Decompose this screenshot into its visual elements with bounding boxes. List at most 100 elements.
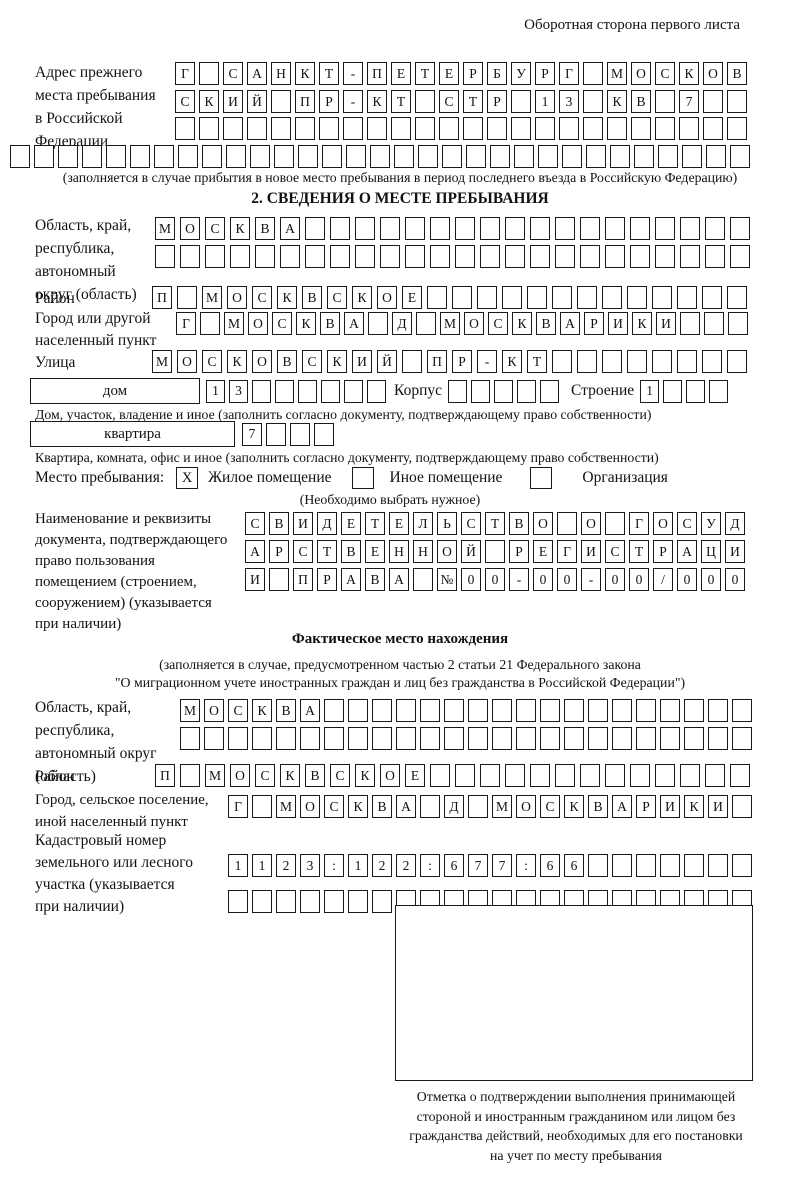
char-cell[interactable]: А — [344, 312, 364, 335]
char-cell[interactable]: М — [205, 764, 225, 787]
char-cell[interactable] — [588, 854, 608, 877]
char-cell[interactable] — [494, 379, 513, 403]
char-cell[interactable] — [706, 145, 726, 168]
char-cell[interactable]: 0 — [701, 568, 721, 591]
char-cell[interactable]: Р — [487, 90, 507, 113]
char-cell[interactable] — [319, 117, 339, 140]
char-cell[interactable] — [655, 117, 675, 140]
char-cell[interactable] — [442, 145, 462, 168]
char-cell[interactable]: С — [655, 62, 675, 85]
char-cell[interactable] — [348, 890, 368, 913]
char-cell[interactable] — [583, 62, 603, 85]
char-cell[interactable] — [413, 568, 433, 591]
char-cell[interactable]: К — [280, 764, 300, 787]
char-cell[interactable] — [552, 350, 572, 373]
char-cell[interactable] — [199, 117, 219, 140]
char-cell[interactable]: В — [276, 699, 296, 722]
char-cell[interactable] — [527, 286, 547, 309]
char-cell[interactable] — [564, 699, 584, 722]
char-cell[interactable]: С — [439, 90, 459, 113]
char-cell[interactable] — [516, 727, 536, 750]
char-cell[interactable] — [555, 245, 575, 268]
char-cell[interactable] — [505, 764, 525, 787]
char-cell[interactable]: И — [660, 795, 680, 818]
char-cell[interactable] — [271, 90, 291, 113]
char-cell[interactable]: 7 — [492, 854, 512, 877]
char-cell[interactable] — [492, 699, 512, 722]
char-cell[interactable]: Т — [463, 90, 483, 113]
char-cell[interactable]: Т — [365, 512, 385, 535]
char-cell[interactable] — [391, 117, 411, 140]
char-cell[interactable] — [370, 145, 390, 168]
char-cell[interactable] — [538, 145, 558, 168]
char-cell[interactable]: К — [252, 699, 272, 722]
char-cell[interactable] — [680, 312, 700, 335]
char-cell[interactable] — [516, 699, 536, 722]
char-cell[interactable] — [269, 568, 289, 591]
char-cell[interactable] — [487, 117, 507, 140]
char-cell[interactable] — [660, 727, 680, 750]
char-cell[interactable] — [271, 117, 291, 140]
char-cell[interactable]: О — [380, 764, 400, 787]
char-cell[interactable]: С — [302, 350, 322, 373]
char-cell[interactable] — [180, 727, 200, 750]
char-cell[interactable] — [154, 145, 174, 168]
char-cell[interactable]: К — [296, 312, 316, 335]
char-cell[interactable]: 2 — [372, 854, 392, 877]
char-cell[interactable] — [514, 145, 534, 168]
char-cell[interactable] — [298, 379, 317, 403]
char-cell[interactable]: И — [293, 512, 313, 535]
char-cell[interactable] — [682, 145, 702, 168]
char-cell[interactable] — [705, 217, 725, 240]
char-cell[interactable]: Т — [391, 90, 411, 113]
char-cell[interactable]: С — [324, 795, 344, 818]
char-cell[interactable]: Г — [557, 540, 577, 563]
char-cell[interactable] — [605, 512, 625, 535]
char-cell[interactable] — [610, 145, 630, 168]
char-cell[interactable]: Е — [365, 540, 385, 563]
char-cell[interactable] — [324, 727, 344, 750]
char-cell[interactable] — [517, 379, 536, 403]
char-cell[interactable]: В — [302, 286, 322, 309]
char-cell[interactable]: Т — [527, 350, 547, 373]
char-cell[interactable] — [82, 145, 102, 168]
char-cell[interactable]: П — [152, 286, 172, 309]
char-cell[interactable] — [394, 145, 414, 168]
char-cell[interactable] — [448, 379, 467, 403]
char-cell[interactable]: Е — [389, 512, 409, 535]
char-cell[interactable] — [205, 245, 225, 268]
char-cell[interactable] — [300, 890, 320, 913]
char-cell[interactable] — [276, 890, 296, 913]
char-cell[interactable] — [708, 699, 728, 722]
char-cell[interactable] — [455, 764, 475, 787]
char-cell[interactable] — [580, 245, 600, 268]
char-cell[interactable]: А — [396, 795, 416, 818]
char-cell[interactable] — [252, 727, 272, 750]
char-cell[interactable] — [452, 286, 472, 309]
char-cell[interactable] — [732, 854, 752, 877]
char-cell[interactable]: И — [656, 312, 676, 335]
char-cell[interactable] — [732, 699, 752, 722]
char-cell[interactable]: 1 — [228, 854, 248, 877]
char-cell[interactable] — [607, 117, 627, 140]
checkbox-zhiloe-pomeshchenie[interactable]: X — [176, 467, 199, 489]
char-cell[interactable]: М — [607, 62, 627, 85]
char-cell[interactable]: В — [277, 350, 297, 373]
char-cell[interactable] — [480, 217, 500, 240]
char-cell[interactable]: Е — [391, 62, 411, 85]
char-cell[interactable] — [703, 90, 723, 113]
char-cell[interactable]: Р — [636, 795, 656, 818]
char-cell[interactable]: Д — [317, 512, 337, 535]
char-cell[interactable] — [444, 699, 464, 722]
char-cell[interactable]: С — [327, 286, 347, 309]
char-cell[interactable]: К — [199, 90, 219, 113]
char-cell[interactable] — [396, 699, 416, 722]
char-cell[interactable]: Ь — [437, 512, 457, 535]
char-cell[interactable] — [228, 727, 248, 750]
char-cell[interactable] — [444, 727, 464, 750]
char-cell[interactable] — [708, 727, 728, 750]
char-cell[interactable]: А — [612, 795, 632, 818]
char-cell[interactable]: 7 — [468, 854, 488, 877]
char-cell[interactable]: И — [608, 312, 628, 335]
char-cell[interactable]: О — [230, 764, 250, 787]
